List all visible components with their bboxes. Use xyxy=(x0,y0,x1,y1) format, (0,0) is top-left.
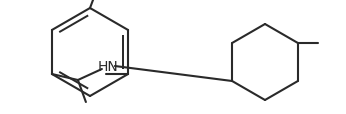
Text: HN: HN xyxy=(98,60,118,73)
